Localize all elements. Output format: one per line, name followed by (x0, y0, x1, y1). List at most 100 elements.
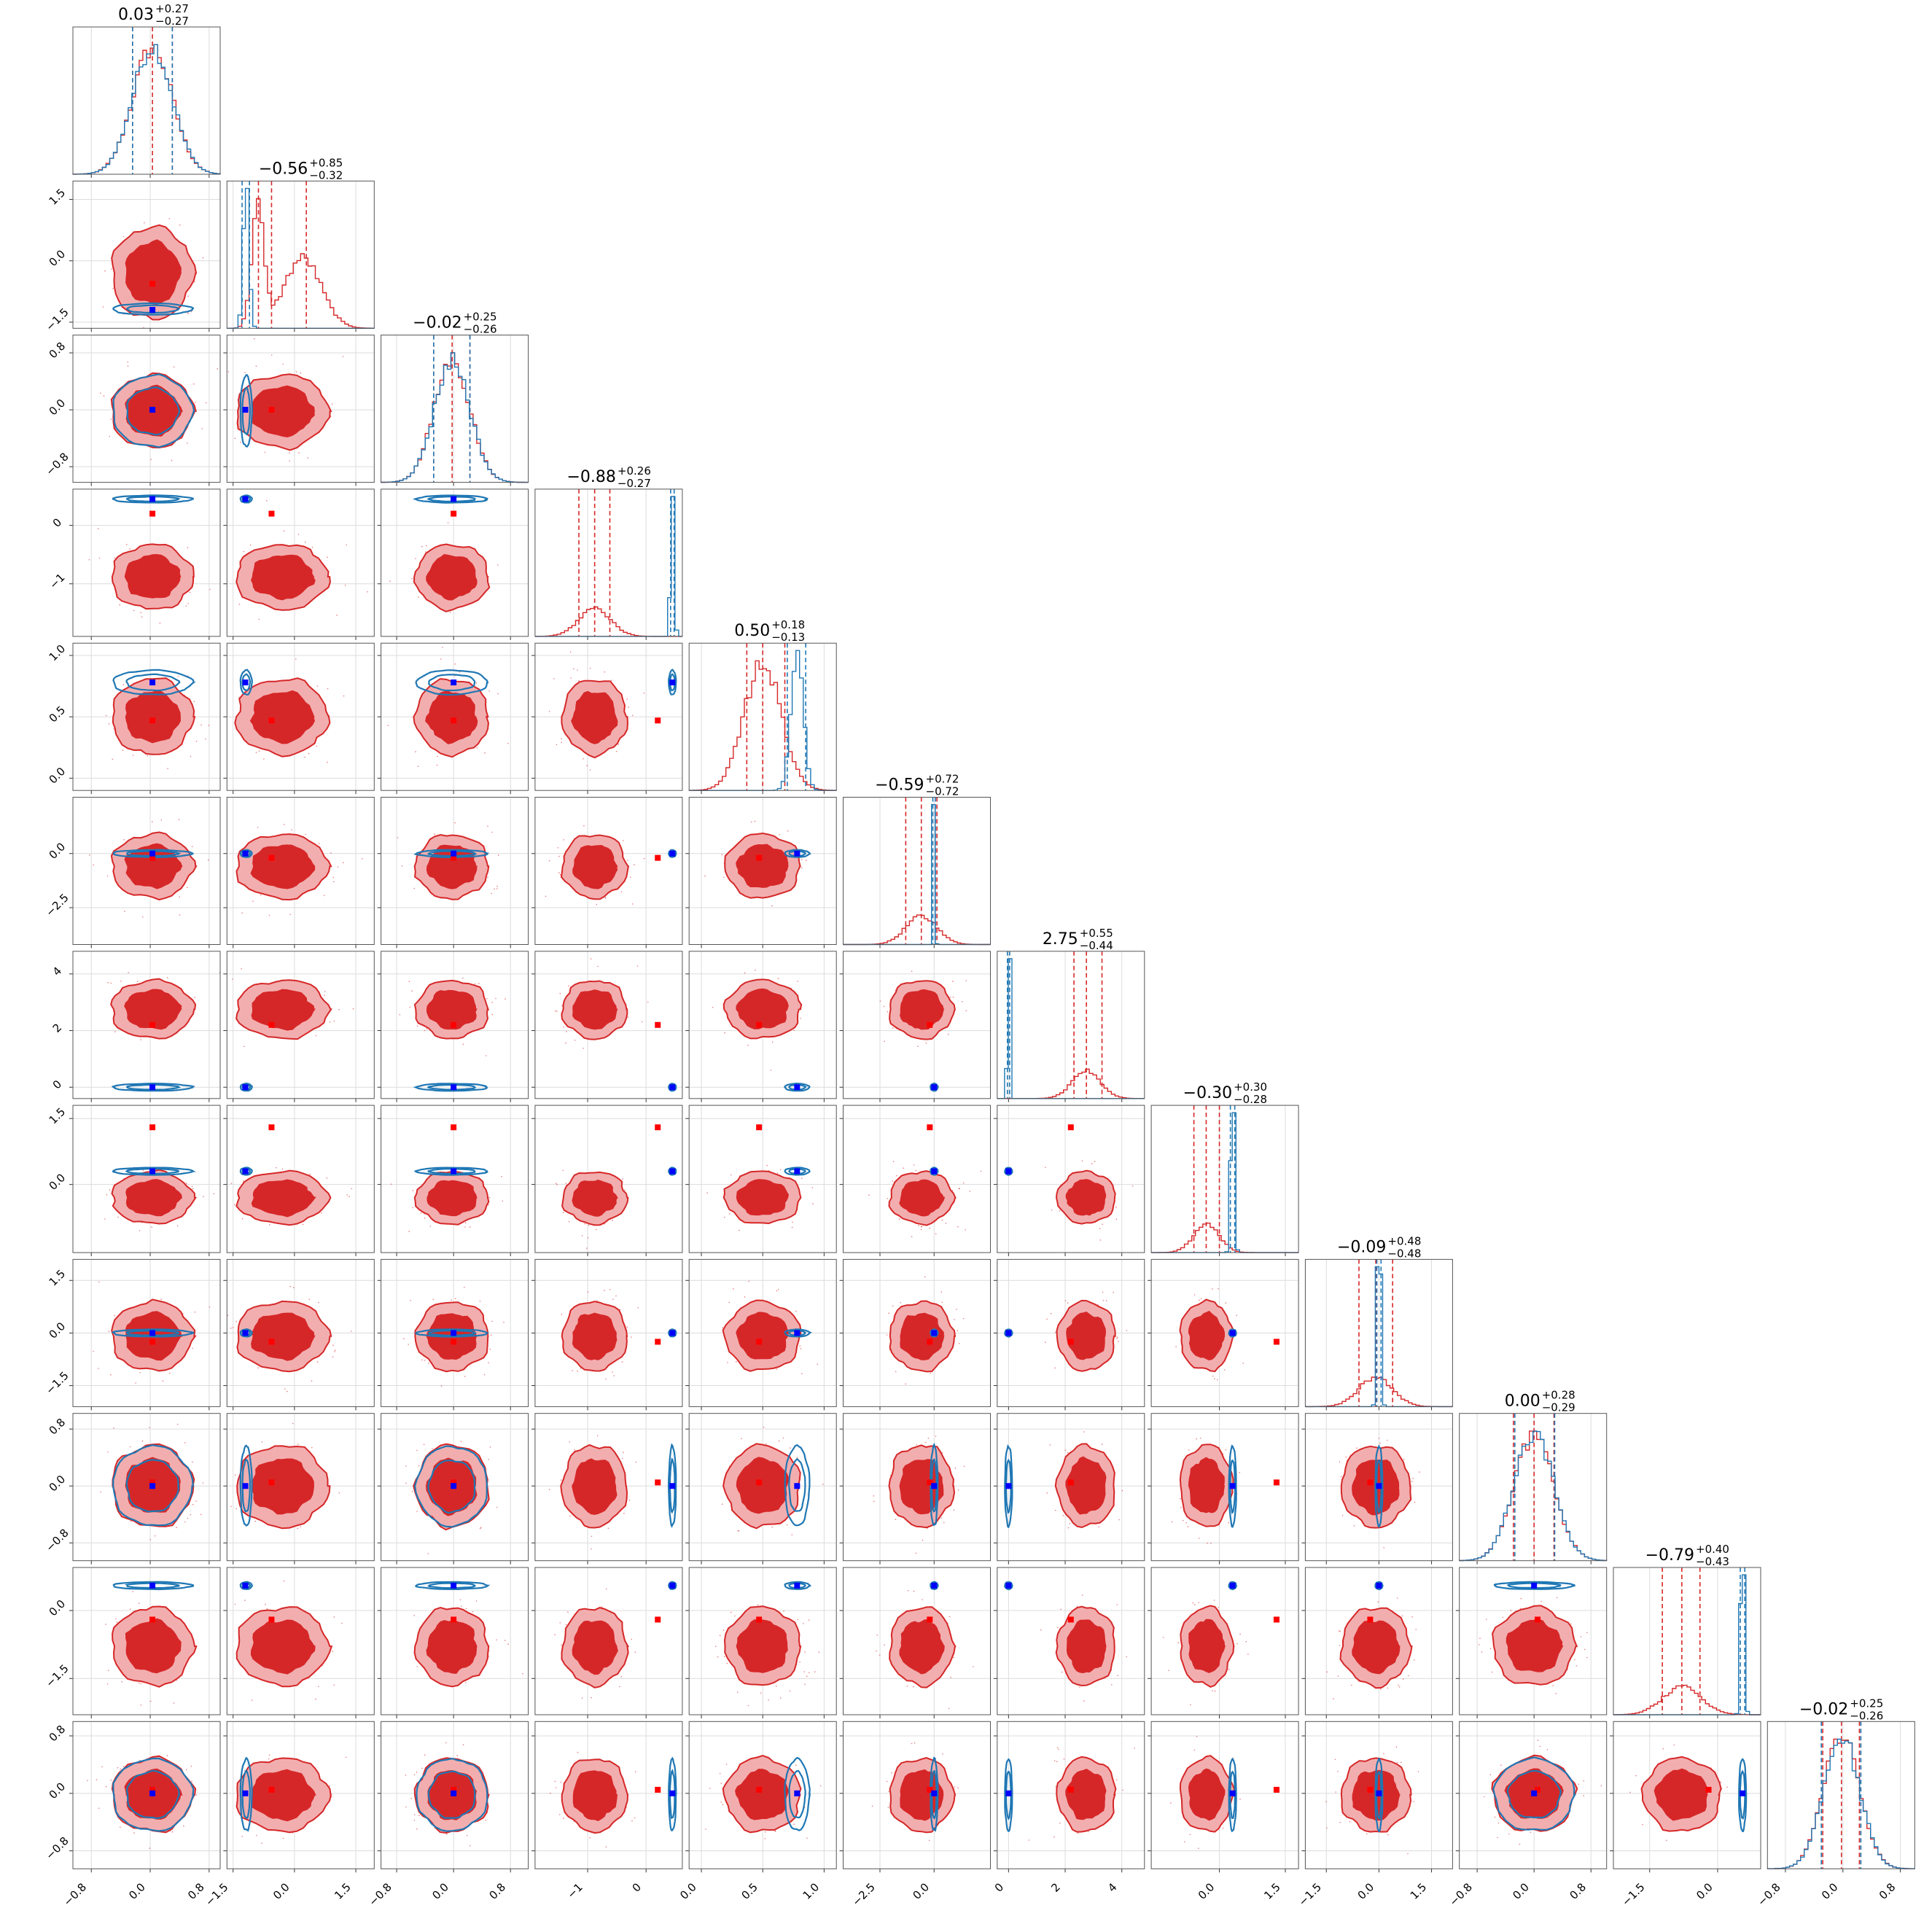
sample-point (726, 1662, 728, 1664)
sample-point (604, 897, 607, 899)
truth-marker-a (655, 1021, 661, 1028)
sample-point (1190, 1704, 1191, 1706)
sample-point (1214, 1378, 1215, 1379)
sample-point (556, 1183, 557, 1185)
sample-point (332, 1344, 334, 1346)
sample-point (491, 831, 493, 833)
sample-point (588, 1224, 590, 1226)
sample-point (187, 1517, 189, 1519)
sample-point (1239, 1472, 1240, 1473)
sample-point (927, 1437, 930, 1439)
title-minus: −0.28 (1234, 1093, 1267, 1106)
contour-a-inner (249, 690, 315, 744)
sample-point (149, 1539, 152, 1540)
sample-point (496, 1639, 497, 1641)
sample-point (496, 1506, 498, 1508)
sample-point (969, 1191, 971, 1192)
sample-point (1082, 1594, 1083, 1596)
sample-point (965, 980, 967, 981)
histogram-panel-2: −0.02 +0.25−0.26 (380, 311, 529, 486)
sample-point (187, 313, 190, 314)
sample-point (879, 1000, 881, 1002)
sample-point (110, 982, 112, 984)
sample-point (980, 1170, 982, 1172)
sample-point (1131, 1185, 1134, 1187)
truth-marker-b (794, 850, 801, 857)
sample-point (416, 1025, 418, 1027)
contour-b-outer (112, 494, 194, 504)
sample-point (491, 1320, 493, 1323)
sample-point (945, 1223, 947, 1224)
sample-point (791, 1534, 793, 1535)
sample-point (235, 1508, 238, 1510)
contour-b-outer (415, 669, 489, 696)
sample-point (783, 1610, 784, 1612)
sample-point (797, 981, 798, 982)
sample-point (925, 1441, 927, 1444)
contour-a-inner (125, 239, 182, 305)
histogram-a (997, 1068, 1145, 1099)
sample-point (1198, 1602, 1199, 1604)
sample-point (176, 1527, 177, 1528)
sample-point (545, 895, 547, 897)
sample-point (1353, 1525, 1355, 1527)
sample-point (632, 714, 634, 717)
contour-b-outer (239, 849, 253, 858)
sample-point (1411, 1481, 1413, 1482)
panel-frame (381, 488, 529, 637)
histogram-a (843, 914, 991, 946)
sample-point (234, 1603, 236, 1605)
contour-a-inner (572, 844, 618, 889)
sample-point (800, 1348, 802, 1349)
sample-point (437, 755, 438, 757)
sample-point (416, 1511, 418, 1512)
sample-point (105, 1624, 106, 1625)
truth-marker-a (451, 1021, 457, 1028)
histogram-panel-5: −0.59 +0.72−0.72 (843, 773, 991, 949)
sample-point (941, 1301, 943, 1304)
sample-point (1557, 1597, 1558, 1599)
sample-point (628, 706, 629, 708)
truth-marker-b (242, 679, 249, 686)
contour-panel-5-3 (531, 797, 683, 949)
sample-point (1116, 1336, 1118, 1338)
sample-point (111, 268, 112, 270)
sample-point (1051, 1210, 1053, 1211)
sample-point (300, 372, 302, 374)
sample-point (177, 676, 179, 677)
sample-point (888, 1312, 889, 1314)
sample-point (141, 916, 144, 918)
sample-point (338, 1492, 340, 1494)
sample-point (494, 888, 495, 890)
sample-point (333, 1616, 335, 1618)
sample-point (132, 1591, 133, 1592)
title-plus: +0.26 (618, 464, 651, 478)
contour-a-inner (250, 844, 316, 889)
panel-frame (226, 180, 375, 329)
truth-marker-b (794, 1582, 801, 1589)
sample-point (418, 596, 419, 598)
sample-point (622, 1178, 623, 1180)
sample-point (93, 864, 94, 866)
sample-point (1398, 1686, 1401, 1688)
sample-point (779, 1169, 782, 1171)
sample-point (428, 1362, 429, 1364)
truth-marker-a (1273, 1339, 1279, 1345)
contour-panel-10-3 (531, 1567, 683, 1718)
sample-point (560, 1479, 562, 1481)
sample-point (900, 1302, 902, 1304)
sample-point (621, 1361, 623, 1363)
sample-point (408, 981, 410, 982)
title-plus: +0.25 (464, 311, 497, 324)
sample-point (298, 452, 300, 453)
truth-marker-a (655, 1339, 661, 1345)
sample-point (1076, 1605, 1078, 1608)
contour-a-inner (736, 844, 789, 888)
sample-point (333, 1020, 335, 1022)
sample-point (413, 1615, 415, 1616)
panel-frame (72, 180, 221, 329)
panel-frame (226, 488, 375, 637)
panel-frame (843, 797, 991, 945)
panel-frame (72, 642, 221, 791)
panel-frame (1150, 1105, 1299, 1253)
